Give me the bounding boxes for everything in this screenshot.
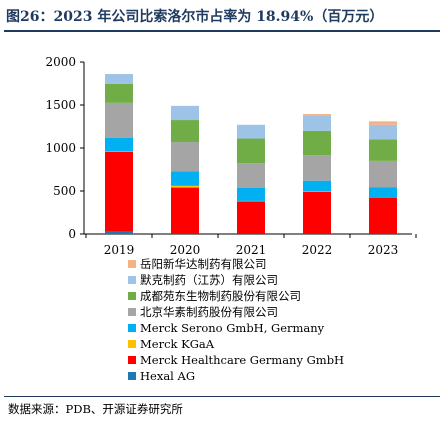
legend-swatch (128, 276, 136, 284)
bar-segment (303, 191, 331, 234)
bar-segment (369, 124, 397, 140)
legend-label: 默克制药（江苏）有限公司 (140, 273, 278, 287)
legend-swatch (128, 340, 136, 348)
legend-swatch (128, 324, 136, 332)
legend-swatch (128, 372, 136, 380)
bar-segment (369, 197, 397, 198)
legend-label: 岳阳新华达制药有限公司 (140, 257, 267, 271)
y-tick-label: 1000 (45, 141, 76, 155)
bar-segment (303, 115, 331, 131)
bars (105, 74, 397, 234)
legend-swatch (128, 356, 136, 364)
bar-segment (303, 114, 331, 116)
title-rule (4, 30, 440, 32)
bar-segment (237, 201, 265, 234)
bar-segment (237, 124, 265, 139)
x-tick-label: 2021 (236, 243, 267, 257)
bar-segment (105, 83, 133, 103)
bar-segment (369, 121, 397, 125)
y-tick-label: 500 (53, 184, 76, 198)
legend-label: Merck Healthcare Germany GmbH (140, 353, 344, 367)
bar-segment (237, 200, 265, 202)
bar-segment (369, 160, 397, 188)
bar-segment (171, 105, 199, 121)
x-tick-label: 2020 (170, 243, 201, 257)
bar-segment (105, 74, 133, 84)
axes: 0 500 1000 1500 2000 2019 2020 2021 2022 2023 (45, 55, 417, 257)
legend-label: 成都苑东生物制药股份有限公司 (140, 289, 301, 303)
bar-segment (303, 155, 331, 181)
bar-segment (171, 120, 199, 142)
legend-label: Merck Serono GmbH, Germany (140, 321, 325, 335)
bar-segment (171, 185, 199, 188)
bar-segment (369, 197, 397, 234)
x-tick-label: 2019 (104, 243, 135, 257)
source-note: 数据来源：PDB、开源证券研究所 (8, 402, 183, 416)
legend-swatch (128, 292, 136, 300)
bar-segment (369, 139, 397, 161)
legend-label: Hexal AG (140, 369, 195, 383)
bar-segment (105, 137, 133, 152)
bar-segment (303, 191, 331, 192)
bar-segment (171, 187, 199, 234)
bar-segment (171, 141, 199, 172)
y-tick-label: 1500 (45, 98, 76, 112)
bar-segment (303, 130, 331, 156)
y-tick-label: 2000 (45, 55, 76, 69)
legend-swatch (128, 308, 136, 316)
bar-segment (171, 171, 199, 186)
legend-label: Merck KGaA (140, 337, 215, 351)
bar-segment (105, 231, 133, 234)
legend-swatch (128, 260, 136, 268)
legend: 岳阳新华达制药有限公司默克制药（江苏）有限公司成都苑东生物制药股份有限公司北京华… (128, 257, 344, 383)
chart-title: 图26：2023 年公司比索洛尔市占率为 18.94%（百万元） (6, 9, 384, 25)
bar-segment (237, 163, 265, 188)
x-tick-label: 2022 (302, 243, 333, 257)
y-tick-label: 0 (68, 227, 76, 241)
bar-segment (105, 102, 133, 138)
bar-segment (369, 187, 397, 198)
footer-rule (4, 396, 440, 397)
bar-segment (237, 138, 265, 164)
bar-segment (105, 151, 133, 152)
x-tick-label: 2023 (368, 243, 399, 257)
legend-label: 北京华素制药股份有限公司 (140, 305, 278, 319)
bar-segment (237, 187, 265, 201)
bar-segment (303, 180, 331, 192)
bar-segment (105, 151, 133, 232)
